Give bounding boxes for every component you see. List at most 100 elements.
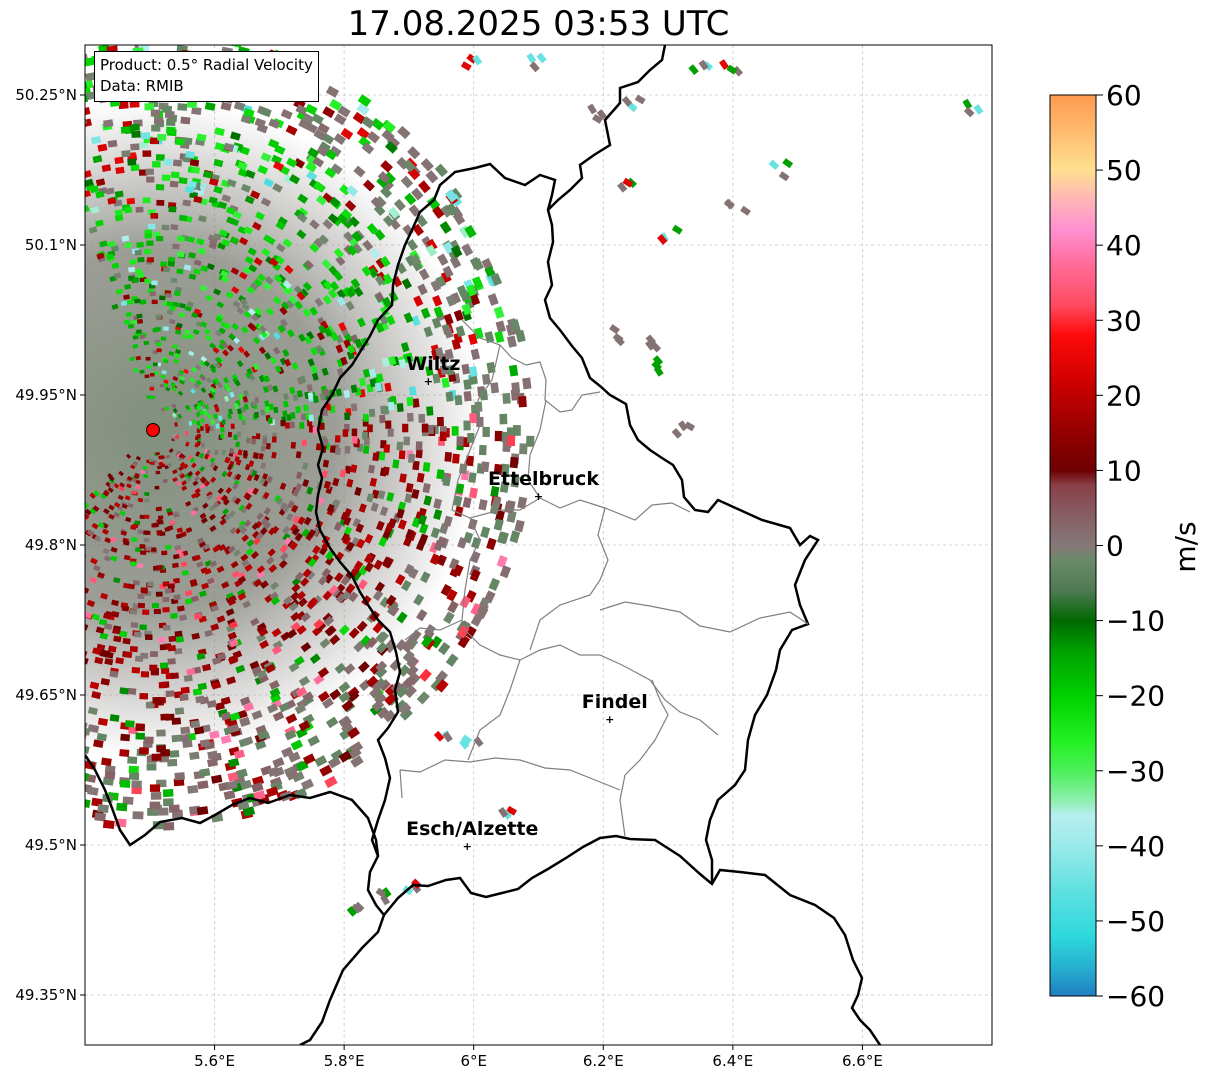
echo-gate	[144, 374, 150, 379]
echo-gate	[374, 229, 386, 241]
echo-gate	[307, 528, 316, 538]
echo-gate	[231, 570, 241, 579]
echo-gate	[470, 348, 481, 360]
echo-gate	[315, 621, 327, 632]
echo-gate	[156, 235, 164, 242]
echo-gate	[209, 461, 216, 469]
echo-gate	[185, 441, 190, 447]
echo-gate	[377, 490, 386, 500]
echo-gate	[15, 763, 27, 774]
echo-gate	[486, 537, 497, 551]
echo-gate	[214, 406, 220, 413]
echo-gate	[252, 336, 261, 345]
city-label: Ettelbruck	[488, 468, 599, 490]
echo-gate	[172, 301, 180, 308]
echo-gate	[433, 539, 444, 552]
echo-gate	[284, 285, 294, 295]
echo-gate	[221, 419, 226, 425]
echo-gate	[203, 410, 209, 416]
echo-gate	[375, 322, 385, 333]
echo-gate	[0, 719, 6, 730]
echo-gate	[362, 179, 375, 192]
echo-gate	[384, 140, 398, 154]
echo-gate	[195, 320, 203, 328]
echo-gate	[174, 349, 181, 355]
echo-gate	[223, 395, 230, 402]
echo-gate	[251, 522, 260, 531]
echo-gate	[270, 596, 281, 606]
echo-gate	[159, 383, 165, 388]
echo-gate	[121, 605, 130, 612]
echo-gate	[452, 453, 460, 464]
echo-gate	[652, 355, 664, 366]
echo-gate	[247, 247, 257, 256]
echo-gate	[51, 757, 63, 767]
echo-gate	[479, 389, 489, 401]
echo-gate	[24, 763, 36, 774]
echo-gate	[279, 357, 287, 366]
echo-gate	[398, 358, 407, 369]
echo-gate	[470, 602, 483, 616]
echo-gate	[188, 273, 197, 280]
echo-gate	[59, 732, 70, 741]
echo-gate	[107, 645, 117, 653]
echo-gate	[55, 582, 64, 590]
echo-gate	[333, 113, 347, 126]
echo-gate	[51, 656, 61, 665]
echo-gate	[313, 129, 326, 141]
echo-gate	[412, 398, 420, 408]
echo-gate	[303, 516, 312, 526]
echo-gate	[295, 483, 303, 492]
echo-gate	[34, 567, 43, 575]
echo-gate	[243, 389, 249, 397]
echo-gate	[302, 479, 310, 488]
echo-gate	[346, 185, 359, 197]
boundaries	[85, 45, 882, 1045]
echo-gate	[223, 142, 235, 152]
echo-gate	[271, 451, 277, 459]
echo-gate	[185, 527, 193, 533]
echo-gate	[452, 564, 464, 577]
echo-gate	[468, 472, 477, 484]
echo-gate	[171, 562, 179, 569]
echo-gate	[671, 224, 683, 235]
echo-gate	[321, 258, 332, 269]
echo-gate	[120, 300, 128, 307]
echo-gate	[169, 180, 179, 188]
echo-gate	[92, 647, 102, 656]
echo-gate	[227, 631, 237, 640]
echo-gate	[317, 122, 330, 135]
echo-gate	[48, 668, 58, 677]
echo-gate	[217, 201, 228, 210]
echo-gate	[321, 697, 334, 709]
echo-gate	[382, 466, 390, 476]
echo-gate	[265, 307, 275, 316]
echo-gate	[97, 717, 108, 726]
echo-gate	[260, 409, 266, 416]
echo-gate	[511, 382, 521, 394]
echo-gate	[269, 692, 282, 703]
echo-gate	[14, 584, 23, 593]
echo-gate	[333, 271, 344, 282]
echo-gate	[195, 411, 201, 418]
echo-gate	[287, 500, 295, 509]
echo-gate	[506, 335, 517, 348]
echo-gate	[53, 641, 63, 650]
y-tick-label: 50.1°N	[25, 236, 77, 254]
echo-gate	[101, 528, 109, 535]
echo-gate	[301, 528, 310, 538]
echo-gate	[515, 329, 526, 343]
echo-gate	[233, 549, 242, 557]
echo-gate	[140, 587, 148, 593]
echo-gate	[131, 667, 141, 674]
echo-gate	[189, 457, 196, 463]
echo-gate	[155, 314, 162, 320]
echo-gate	[99, 240, 108, 248]
echo-gate	[72, 521, 79, 528]
echo-gate	[127, 158, 137, 166]
echo-gate	[253, 452, 259, 460]
echo-gate	[155, 591, 163, 597]
echo-gate	[251, 710, 263, 720]
